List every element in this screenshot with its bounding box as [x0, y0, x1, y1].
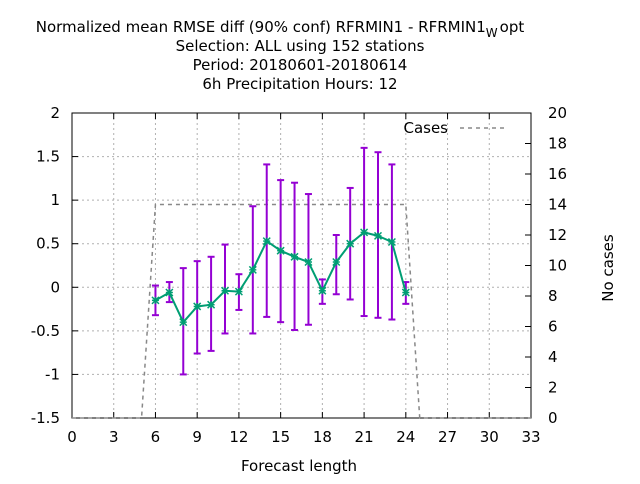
- chart-title: Normalized mean RMSE diff (90% conf) RFR…: [36, 18, 525, 93]
- x-tick-label: 3: [109, 428, 119, 446]
- data-point: [165, 288, 174, 297]
- data-point: [373, 231, 383, 240]
- point-d2: [262, 237, 271, 246]
- point-d2: [207, 300, 216, 309]
- title-line-2: Selection: ALL using 152 stations: [176, 37, 425, 55]
- title-line-4: 6h Precipitation Hours: 12: [202, 75, 397, 93]
- x-tick-label: 15: [271, 428, 290, 446]
- x-tick-label: 18: [313, 428, 332, 446]
- data-point: [248, 265, 257, 274]
- y-tick-label: 0.5: [36, 235, 60, 253]
- axes: 0 3 6 9 12 15 18 21 24 27 30 33-1.5-1-0.500.511.520…: [31, 104, 567, 446]
- x-tick-label: 12: [229, 428, 248, 446]
- point-d2: [401, 288, 410, 297]
- data-point: [179, 318, 188, 327]
- x-tick-label: 33: [521, 428, 540, 446]
- point-d2: [304, 257, 313, 267]
- data-point: [151, 296, 160, 305]
- y2-tick-label: 18: [548, 135, 567, 153]
- point-d2: [151, 296, 160, 305]
- title-subscript: W: [486, 26, 498, 40]
- y-tick-label: -1: [45, 365, 60, 383]
- title-line-1: Normalized mean RMSE diff (90% conf) RFR…: [36, 18, 525, 40]
- y-tick-label: 0: [50, 278, 60, 296]
- y-tick-label: -1.5: [31, 409, 60, 427]
- legend-label: Cases: [403, 119, 448, 137]
- point-d2: [387, 237, 396, 247]
- errorbars: [151, 146, 410, 376]
- data-point: [360, 228, 369, 237]
- data-point: [318, 286, 327, 295]
- title-suffix: opt: [500, 18, 525, 36]
- data-point: [346, 239, 355, 248]
- point-d2: [318, 286, 327, 295]
- plot-frame: [71, 112, 532, 419]
- data-point: [401, 288, 410, 297]
- data-point: [276, 246, 285, 255]
- y-tick-label: -0.5: [31, 322, 60, 340]
- point-d2: [373, 231, 383, 240]
- point-d2: [332, 257, 341, 267]
- y2-tick-label: 8: [548, 287, 558, 305]
- data-point: [207, 300, 216, 309]
- point-d2: [290, 252, 299, 261]
- x-tick-label: 6: [151, 428, 161, 446]
- y2-tick-label: 10: [548, 257, 567, 275]
- point-d2: [346, 239, 355, 248]
- x-tick-label: 30: [480, 428, 499, 446]
- point-d2: [360, 228, 369, 237]
- point-d2: [220, 286, 230, 295]
- y-tick-label: 2: [50, 104, 60, 122]
- y2-tick-label: 14: [548, 196, 567, 214]
- point-d2: [193, 302, 202, 311]
- rmse-series: [151, 228, 410, 327]
- legend: Cases: [403, 119, 507, 137]
- x-tick-label: 0: [67, 428, 77, 446]
- data-point: [262, 237, 271, 246]
- y2-tick-label: 4: [548, 348, 558, 366]
- y2-tick-label: 20: [548, 104, 567, 122]
- data-point: [304, 257, 313, 267]
- data-point: [387, 237, 396, 247]
- title-line-1-main: Normalized mean RMSE diff (90% conf) RFR…: [36, 18, 486, 36]
- point-d2: [248, 265, 257, 274]
- data-point: [332, 257, 341, 267]
- title-line-3: Period: 20180601-20180614: [193, 56, 408, 74]
- grid: [72, 113, 531, 418]
- y2-tick-label: 12: [548, 226, 567, 244]
- y-tick-label: 1: [50, 191, 60, 209]
- y2-tick-label: 6: [548, 318, 558, 336]
- y2-axis-label: No cases: [599, 234, 617, 302]
- x-tick-label: 9: [192, 428, 202, 446]
- point-d2: [234, 287, 243, 296]
- point-d2: [165, 288, 174, 297]
- data-point: [193, 302, 202, 311]
- x-tick-label: 24: [396, 428, 415, 446]
- y2-tick-label: 2: [548, 379, 558, 397]
- y2-tick-label: 16: [548, 165, 567, 183]
- y2-tick-label: 0: [548, 409, 558, 427]
- cases-line: [72, 203, 531, 419]
- point-d2: [179, 318, 188, 327]
- y-tick-label: 1.5: [36, 148, 60, 166]
- x-axis-label: Forecast length: [241, 457, 357, 475]
- point-d2: [276, 246, 285, 255]
- x-tick-label: 27: [438, 428, 457, 446]
- cases-series: [72, 203, 531, 419]
- data-point: [290, 252, 299, 261]
- data-point: [220, 286, 230, 295]
- data-point: [234, 287, 243, 296]
- x-tick-label: 21: [355, 428, 374, 446]
